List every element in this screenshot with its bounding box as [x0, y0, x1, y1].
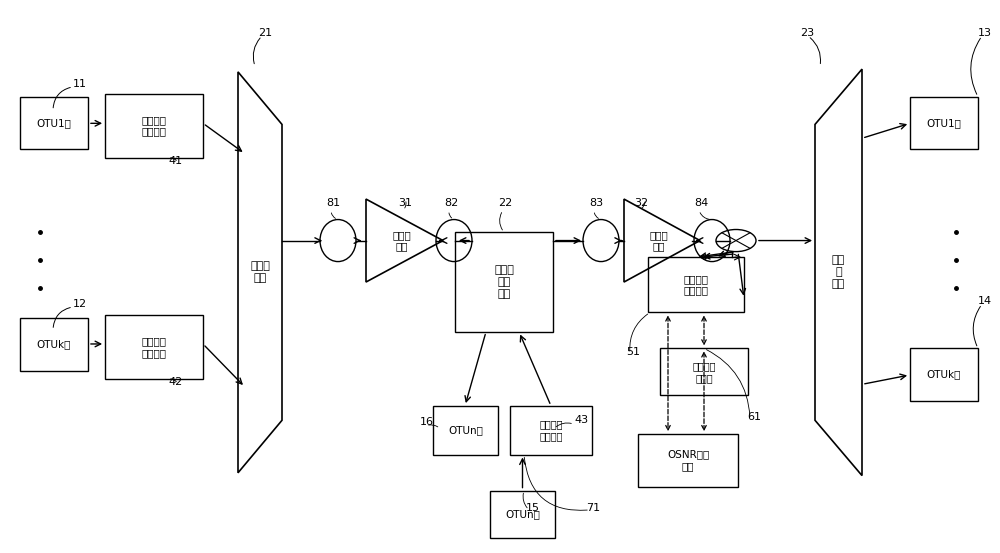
Text: 23: 23	[800, 28, 814, 38]
Text: 21: 21	[258, 28, 272, 38]
Text: 波长标签
加载单元: 波长标签 加载单元	[539, 419, 563, 441]
Text: 84: 84	[694, 198, 708, 208]
Text: 71: 71	[586, 503, 600, 513]
FancyBboxPatch shape	[910, 348, 978, 401]
Text: 43: 43	[574, 415, 588, 425]
Text: 光放大
单元: 光放大 单元	[650, 229, 668, 252]
Text: 42: 42	[168, 377, 182, 387]
FancyBboxPatch shape	[105, 94, 203, 158]
Text: 81: 81	[326, 198, 340, 208]
Text: 14: 14	[978, 296, 992, 306]
Text: 83: 83	[589, 198, 603, 208]
FancyBboxPatch shape	[455, 232, 553, 332]
Text: 13: 13	[978, 28, 992, 38]
Text: 波长标签
加载单元: 波长标签 加载单元	[142, 336, 166, 358]
Text: 光合波
单元: 光合波 单元	[250, 261, 270, 283]
Text: 光放大
单元: 光放大 单元	[392, 229, 411, 252]
Text: OTUn发: OTUn发	[505, 509, 540, 519]
FancyBboxPatch shape	[910, 97, 978, 149]
FancyBboxPatch shape	[660, 348, 748, 395]
Text: OTUk收: OTUk收	[927, 369, 961, 380]
FancyBboxPatch shape	[105, 315, 203, 379]
Text: 光性能监
测模块: 光性能监 测模块	[692, 361, 716, 383]
Text: 波长标签
加载单元: 波长标签 加载单元	[142, 115, 166, 137]
FancyBboxPatch shape	[20, 97, 88, 149]
FancyBboxPatch shape	[490, 491, 555, 538]
Text: 15: 15	[526, 503, 540, 513]
Text: 82: 82	[444, 198, 458, 208]
Text: OSNR计算
单元: OSNR计算 单元	[667, 450, 709, 471]
Text: 光分
波
单元: 光分 波 单元	[832, 255, 845, 289]
Text: 22: 22	[498, 198, 512, 208]
Text: OTU1收: OTU1收	[927, 118, 961, 128]
FancyBboxPatch shape	[648, 257, 744, 312]
FancyBboxPatch shape	[638, 434, 738, 487]
FancyBboxPatch shape	[433, 406, 498, 455]
Text: 32: 32	[634, 198, 648, 208]
Text: 41: 41	[168, 156, 182, 166]
Text: OTUk发: OTUk发	[37, 339, 71, 349]
Text: 51: 51	[626, 347, 640, 357]
Text: 16: 16	[420, 417, 434, 427]
FancyBboxPatch shape	[20, 318, 88, 371]
Text: OTU1发: OTU1发	[37, 118, 71, 128]
Text: 光分插
复用
单元: 光分插 复用 单元	[494, 265, 514, 299]
FancyBboxPatch shape	[510, 406, 592, 455]
Text: 61: 61	[747, 413, 761, 422]
Text: 31: 31	[398, 198, 412, 208]
Text: OTUn收: OTUn收	[448, 425, 483, 435]
Text: 12: 12	[73, 299, 87, 309]
Text: 波长标签
分析单元: 波长标签 分析单元	[684, 274, 709, 296]
Text: 11: 11	[73, 79, 87, 89]
